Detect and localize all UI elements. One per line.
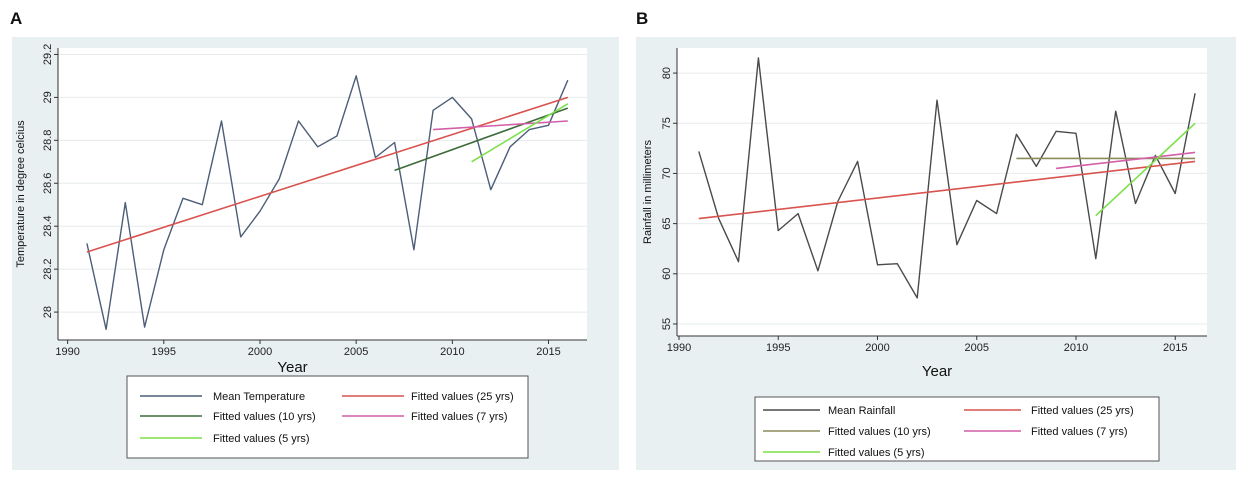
- y-tick-label: 28.4: [42, 215, 54, 236]
- x-axis-title: Year: [277, 359, 307, 376]
- x-tick-label: 2000: [248, 346, 272, 358]
- y-tick-label: 55: [661, 318, 673, 330]
- legend-label: Fitted values (5 yrs): [828, 447, 925, 459]
- x-tick-label: 2010: [440, 346, 464, 358]
- legend: Mean Temperature Fitted values (25 yrs) Fi…: [126, 375, 529, 459]
- legend-box: [754, 396, 1160, 462]
- legend-label: Fitted values (10 yrs): [213, 411, 316, 423]
- panel-a: A 28 28.2 28.4 28.6 28.8 29 29.2 1990 1995 2000 200…: [10, 9, 619, 470]
- series-line-3: [1056, 151, 1196, 170]
- legend-label: Fitted values (7 yrs): [1031, 426, 1128, 438]
- series-line-0: [698, 57, 1196, 299]
- y-tick-label: 28: [42, 306, 54, 318]
- legend-label: Fitted values (10 yrs): [828, 426, 931, 438]
- x-tick-label: 2015: [1163, 342, 1187, 354]
- y-tick-label: 28.8: [42, 130, 54, 151]
- x-tick-label: 1995: [152, 346, 176, 358]
- legend-label: Fitted values (7 yrs): [411, 411, 508, 423]
- series-line-2: [394, 107, 569, 172]
- y-tick-label: 60: [661, 268, 673, 280]
- series-line-1: [698, 160, 1196, 220]
- x-tick-label: 2000: [865, 342, 889, 354]
- y-tick-label: 65: [661, 217, 673, 229]
- panel-b: B 55 60 65 70 75 80 1990 1995 2000 2005 2010 2015 Yea…: [636, 9, 1236, 470]
- legend-box: [126, 375, 529, 459]
- plot-area: [58, 48, 587, 340]
- series-line-3: [433, 120, 568, 131]
- legend-label: Mean Temperature: [213, 391, 305, 403]
- legend: Mean Rainfall Fitted values (25 yrs) Fitte…: [754, 396, 1160, 462]
- x-tick-label: 2010: [1064, 342, 1088, 354]
- y-tick-label: 29: [42, 91, 54, 103]
- panel-label: A: [10, 9, 22, 28]
- x-tick-label: 1990: [55, 346, 79, 358]
- x-tick-label: 1995: [766, 342, 790, 354]
- x-tick-label: 2005: [964, 342, 988, 354]
- series-line-4: [1095, 122, 1196, 217]
- plot-area: [677, 48, 1207, 336]
- series-line-4: [471, 103, 569, 163]
- legend-label: Fitted values (25 yrs): [1031, 405, 1134, 417]
- legend-label: Fitted values (5 yrs): [213, 433, 310, 445]
- panel-label: B: [636, 9, 648, 28]
- y-tick-label: 28.2: [42, 258, 54, 279]
- y-axis-title: Rainfall in millimeters: [642, 140, 654, 244]
- x-axis-title: Year: [922, 363, 952, 380]
- y-tick-label: 28.6: [42, 173, 54, 194]
- series-line-0: [86, 75, 569, 330]
- x-tick-label: 1990: [667, 342, 691, 354]
- x-tick-label: 2005: [344, 346, 368, 358]
- y-tick-label: 70: [661, 167, 673, 179]
- y-tick-label: 75: [661, 117, 673, 129]
- legend-label: Mean Rainfall: [828, 405, 895, 417]
- y-tick-label: 29.2: [42, 44, 54, 65]
- legend-label: Fitted values (25 yrs): [411, 391, 514, 403]
- y-axis-title: Temperature in degree celcius: [15, 120, 27, 268]
- y-tick-label: 80: [661, 67, 673, 79]
- series-line-1: [86, 96, 569, 253]
- x-tick-label: 2015: [536, 346, 560, 358]
